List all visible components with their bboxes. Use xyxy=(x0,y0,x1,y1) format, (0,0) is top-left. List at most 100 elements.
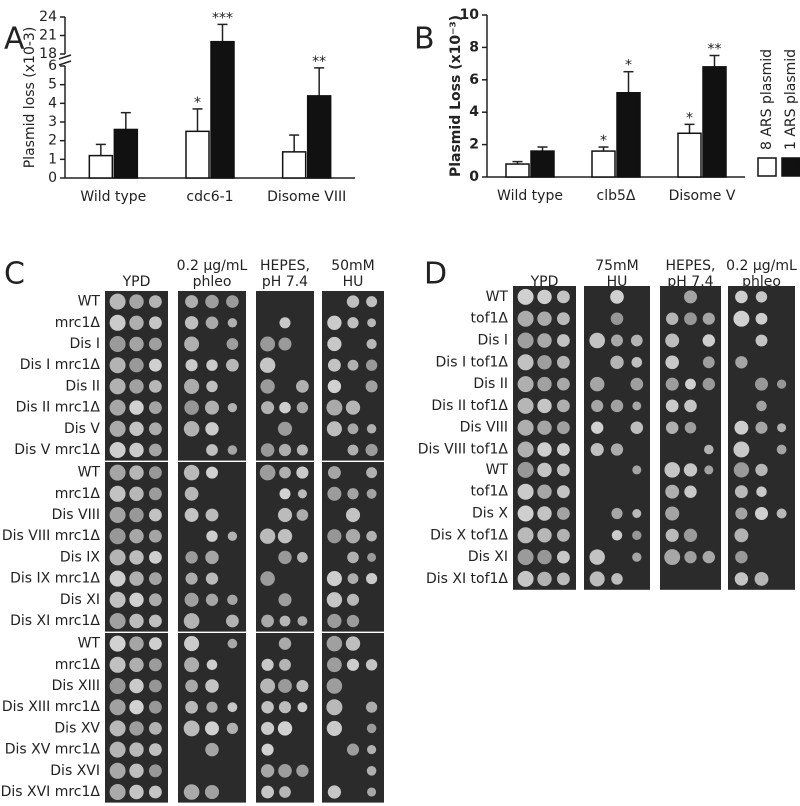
colony-spot xyxy=(611,334,623,347)
colony-spot xyxy=(734,528,749,543)
colony-spot xyxy=(129,400,144,415)
colony-spot xyxy=(204,400,220,415)
colony-spot xyxy=(776,444,787,455)
colony-spot xyxy=(149,614,162,628)
y-tick-label: 10 xyxy=(460,7,480,23)
colony-spot xyxy=(184,378,200,394)
y-tick-label: 5 xyxy=(48,77,57,93)
colony-spot xyxy=(109,528,126,545)
significance-label: * xyxy=(625,58,632,74)
colony-spot xyxy=(296,509,309,521)
colony-spot xyxy=(702,356,715,369)
colony-spot xyxy=(109,485,126,502)
colony-spot xyxy=(537,462,552,478)
colony-spot xyxy=(611,507,623,520)
colony-spot xyxy=(206,359,218,371)
colony-spot xyxy=(185,572,198,585)
y-tick-label: 18 xyxy=(39,46,57,62)
strain-label: Dis XVI xyxy=(50,763,100,779)
colony-spot xyxy=(537,571,552,587)
plate xyxy=(178,462,246,632)
bar xyxy=(210,40,235,179)
colony-spot xyxy=(149,466,162,479)
colony-spot xyxy=(278,679,292,693)
colony-spot xyxy=(734,485,748,499)
colony-spot xyxy=(129,700,144,715)
colony-spot xyxy=(109,784,126,800)
colony-spot xyxy=(632,465,642,475)
colony-spot xyxy=(277,529,293,544)
colony-spot xyxy=(296,444,308,456)
colony-spot xyxy=(517,441,534,458)
strain-label: Dis XIII xyxy=(52,678,100,694)
colony-spot xyxy=(279,401,291,414)
colony-spot xyxy=(149,443,162,457)
strain-label: Dis II xyxy=(65,378,100,394)
colony-spot xyxy=(185,359,198,372)
colony-spot xyxy=(205,742,219,757)
strain-label: WT xyxy=(78,294,101,310)
y-axis-label: Plasmid loss (x10-3) xyxy=(22,27,38,169)
colony-spot xyxy=(327,466,341,480)
colony-spot xyxy=(347,317,359,329)
plate xyxy=(660,459,721,590)
y-tick-label: 8 xyxy=(469,39,479,55)
colony-spot xyxy=(226,614,239,628)
legend-label: 8 ARS plasmid xyxy=(759,49,775,150)
colony-spot xyxy=(226,338,239,350)
colony-spot xyxy=(129,636,144,651)
column-header: phleo xyxy=(193,274,232,290)
plate xyxy=(728,459,795,590)
colony-spot xyxy=(632,509,642,518)
strain-label: Dis I mrc1Δ xyxy=(20,357,101,373)
colony-spot xyxy=(278,637,292,650)
colony-spot xyxy=(129,592,144,607)
colony-spot xyxy=(366,573,378,585)
colony-spot xyxy=(205,422,219,436)
colony-spot xyxy=(226,722,239,735)
colony-spot xyxy=(591,421,604,434)
strain-label: Dis X tof1Δ xyxy=(430,527,508,543)
colony-spot xyxy=(149,487,162,501)
colony-spot xyxy=(109,656,126,673)
y-tick-label: 0 xyxy=(469,169,479,185)
colony-spot xyxy=(517,354,534,371)
strain-label: Dis II xyxy=(473,376,508,392)
colony-spot xyxy=(129,529,144,544)
colony-spot xyxy=(684,399,697,413)
colony-spot xyxy=(149,508,162,522)
colony-spot xyxy=(367,787,377,797)
colony-spot xyxy=(517,419,534,436)
colony-spot xyxy=(367,552,377,562)
colony-spot xyxy=(279,466,291,479)
colony-spot xyxy=(537,376,552,392)
colony-spot xyxy=(129,763,144,778)
colony-spot xyxy=(537,420,552,435)
colony-spot xyxy=(684,485,697,498)
colony-spot xyxy=(109,570,126,587)
strain-label: Dis XI tof1Δ xyxy=(426,571,508,587)
significance-label: *** xyxy=(212,10,233,26)
colony-spot xyxy=(261,401,275,415)
colony-spot xyxy=(610,290,624,304)
colony-spot xyxy=(185,551,198,564)
colony-spot xyxy=(665,377,679,391)
colony-spot xyxy=(149,422,162,436)
colony-spot xyxy=(227,638,238,649)
colony-spot xyxy=(327,529,342,544)
significance-label: * xyxy=(686,110,693,126)
colony-spot xyxy=(149,722,162,735)
strain-label: Dis II mrc1Δ xyxy=(16,400,101,416)
colony-spot xyxy=(589,376,605,392)
colony-spot xyxy=(129,613,144,629)
y-tick-label: 24 xyxy=(39,9,57,25)
colony-spot xyxy=(664,549,681,566)
colony-spot xyxy=(632,530,642,540)
colony-spot xyxy=(735,356,748,369)
strain-label: Dis V mrc1Δ xyxy=(14,442,100,458)
colony-spot xyxy=(227,445,238,455)
strain-label: Dis XV xyxy=(54,720,100,736)
strain-label: Dis XI xyxy=(60,592,100,608)
colony-spot xyxy=(591,399,604,412)
colony-spot xyxy=(702,377,715,391)
